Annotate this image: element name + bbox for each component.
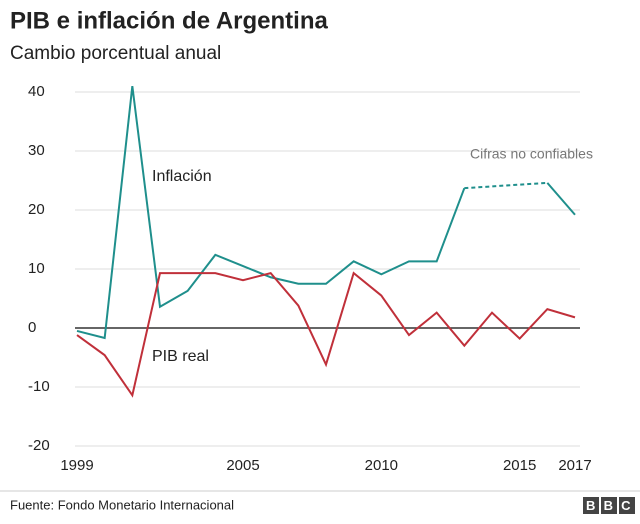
logo: BBC [586,498,639,513]
y-tick-label: 30 [28,142,45,159]
dashed-bridge [464,181,548,190]
y-tick-label: 40 [28,83,45,100]
series-line [546,182,576,216]
logo-box [583,497,599,514]
logo-box [619,497,635,514]
y-tick-label: -10 [28,378,50,395]
y-tick-label: 0 [28,319,36,336]
annotation: Cifras no confiables [470,146,593,162]
series-line [76,85,466,340]
series-label: PIB real [152,348,209,365]
x-tick-label: 2010 [365,457,398,474]
chart-title: PIB e inflación de Argentina [10,7,328,34]
y-tick-label: 10 [28,260,45,277]
series-line [76,271,576,398]
y-tick-label: -20 [28,437,50,454]
source: Fuente: Fondo Monetario Internacional [10,497,234,512]
x-tick-label: 2005 [226,457,259,474]
y-tick-label: 20 [28,201,45,218]
x-tick-label: 2015 [503,457,536,474]
series-label: Inflación [152,168,212,185]
x-tick-label: 2017 [558,457,591,474]
x-tick-label: 1999 [60,457,93,474]
logo-box [601,497,617,514]
chart-subtitle: Cambio porcentual anual [10,43,221,64]
